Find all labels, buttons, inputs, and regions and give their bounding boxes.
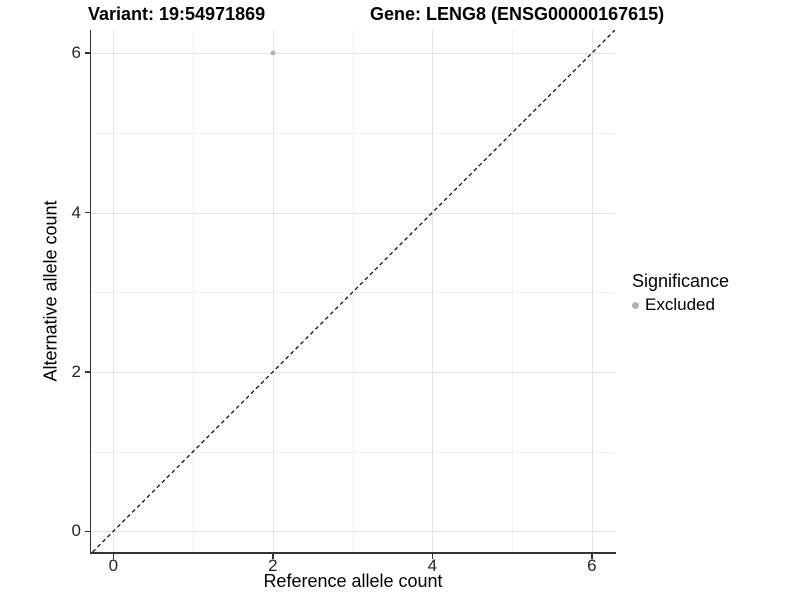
- x-tick-mark: [591, 553, 593, 559]
- y-tick-label: 4: [71, 202, 81, 222]
- major-gridline-horizontal: [91, 371, 615, 373]
- minor-gridline-vertical: [512, 30, 514, 552]
- y-tick-label: 6: [71, 43, 81, 63]
- legend-marker-circle-icon: [632, 301, 639, 309]
- x-tick-label: 0: [108, 556, 119, 575]
- identity-line-svg: [92, 30, 615, 552]
- legend-title: Significance: [632, 271, 730, 291]
- major-gridline-horizontal: [91, 53, 615, 55]
- y-tick-mark: [84, 371, 90, 373]
- major-gridline-vertical: [591, 30, 593, 552]
- minor-gridline-horizontal: [91, 451, 615, 453]
- y-axis-line: [89, 30, 91, 554]
- major-gridline-vertical: [113, 30, 115, 552]
- x-tick-mark: [112, 553, 115, 559]
- y-axis-title: Alternative allele count: [40, 200, 61, 382]
- minor-gridline-horizontal: [91, 132, 615, 134]
- x-tick-label: 2: [268, 556, 278, 575]
- minor-gridline-vertical: [193, 30, 195, 552]
- x-axis-line: [89, 552, 616, 554]
- legend-item-label: Excluded: [645, 295, 715, 314]
- y-tick-mark: [84, 52, 90, 54]
- legend-item: Excluded: [632, 295, 729, 315]
- major-gridline-horizontal: [91, 212, 615, 214]
- x-tick-mark: [431, 553, 434, 559]
- y-tick-label: 2: [71, 361, 81, 381]
- plot-panel: [91, 30, 615, 552]
- identity-reference-line: [92, 30, 615, 552]
- data-point: [270, 50, 276, 56]
- x-axis-title: Reference allele count: [263, 571, 443, 591]
- y-tick-label: 0: [71, 521, 81, 541]
- major-gridline-vertical: [432, 30, 434, 552]
- major-gridline-vertical: [272, 30, 274, 552]
- y-tick-mark: [84, 211, 90, 214]
- x-tick-label: 6: [587, 556, 597, 575]
- legend-items: Excluded: [632, 295, 729, 315]
- minor-gridline-vertical: [352, 30, 354, 552]
- gene-title: Gene: LENG8 (ENSG00000167615): [370, 4, 665, 24]
- variant-title: Variant: 19:54971869: [88, 4, 266, 24]
- x-tick-label: 4: [427, 556, 438, 575]
- minor-gridline-horizontal: [91, 292, 615, 294]
- x-tick-mark: [272, 553, 274, 559]
- legend: Significance Excluded: [632, 271, 729, 315]
- major-gridline-horizontal: [91, 531, 615, 533]
- y-tick-mark: [84, 530, 90, 533]
